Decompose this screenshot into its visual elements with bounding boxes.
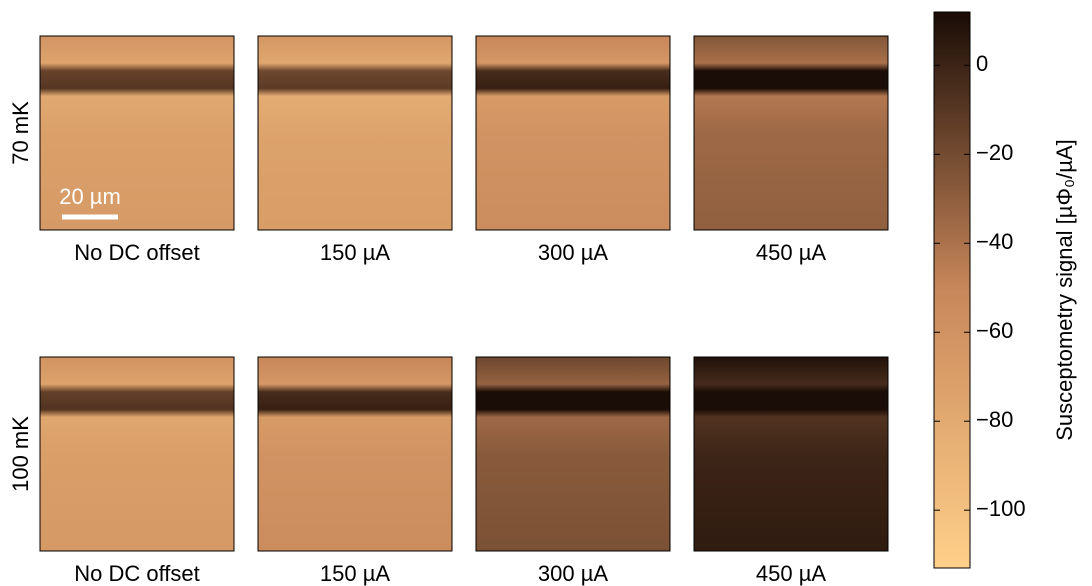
colorbar [934,12,970,568]
panel-label: No DC offset [74,561,200,586]
image-panel [694,357,888,551]
image-panel [476,36,670,230]
figure: 70 mK No DC offset 150 µA 300 µA 450 µA 100 m… [0,0,1092,586]
image-panel [258,36,452,230]
colorbar-tick-label: −80 [976,407,1013,432]
panel-label: 150 µA [320,561,390,586]
panel-label: 450 µA [756,240,826,265]
row-label: 100 mK [8,416,33,492]
panel-label: 150 µA [320,240,390,265]
colorbar-tick-label: −40 [976,229,1013,254]
colorbar-tick-label: −20 [976,140,1013,165]
colorbar-tick-label: 0 [976,51,988,76]
image-panel [258,357,452,551]
panel-label: 300 µA [538,240,608,265]
colorbar-tick-label: −100 [976,496,1026,521]
row-label: 70 mK [8,101,33,165]
panel-label: 300 µA [538,561,608,586]
panel-label: No DC offset [74,240,200,265]
panel-label: 450 µA [756,561,826,586]
scale-bar-label: 20 µm [59,184,121,209]
colorbar-tick-label: −60 [976,318,1013,343]
image-panel [694,36,888,230]
image-panel [40,357,234,551]
colorbar-label: Susceptometry signal [µΦ₀/µA] [1052,139,1077,440]
image-panel [476,357,670,551]
